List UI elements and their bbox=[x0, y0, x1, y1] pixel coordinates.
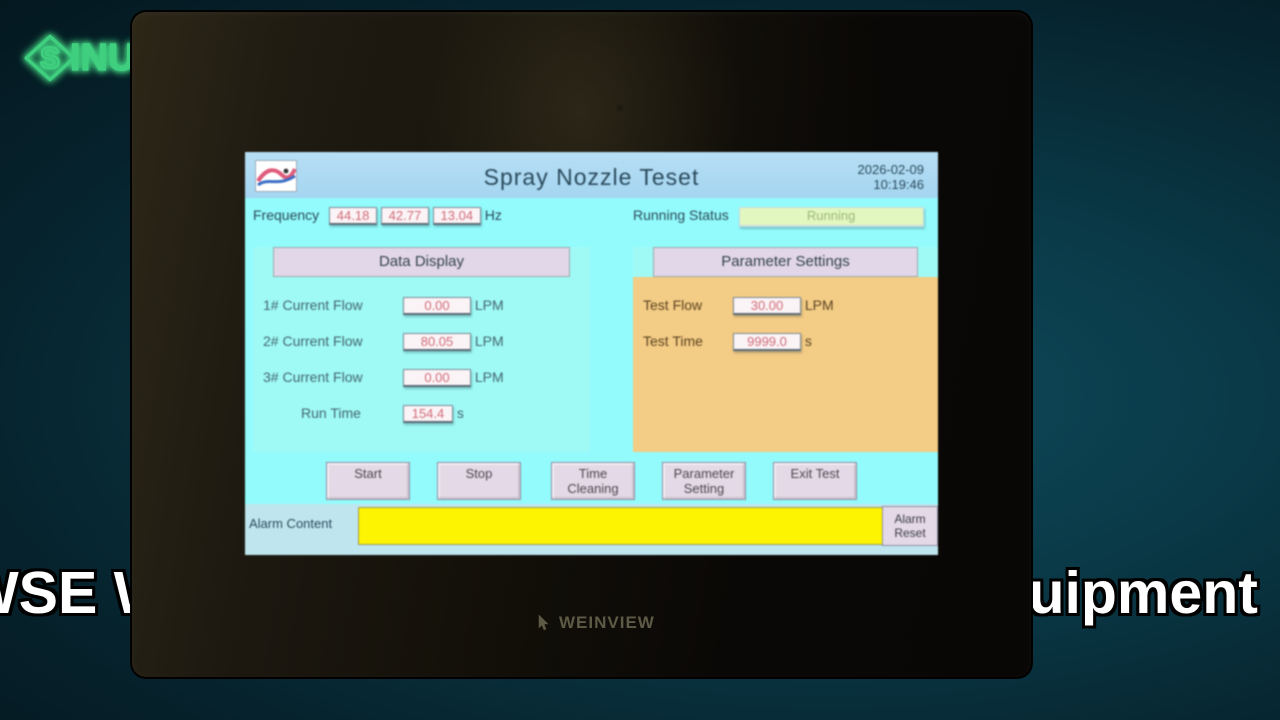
svg-text:S: S bbox=[40, 42, 60, 75]
